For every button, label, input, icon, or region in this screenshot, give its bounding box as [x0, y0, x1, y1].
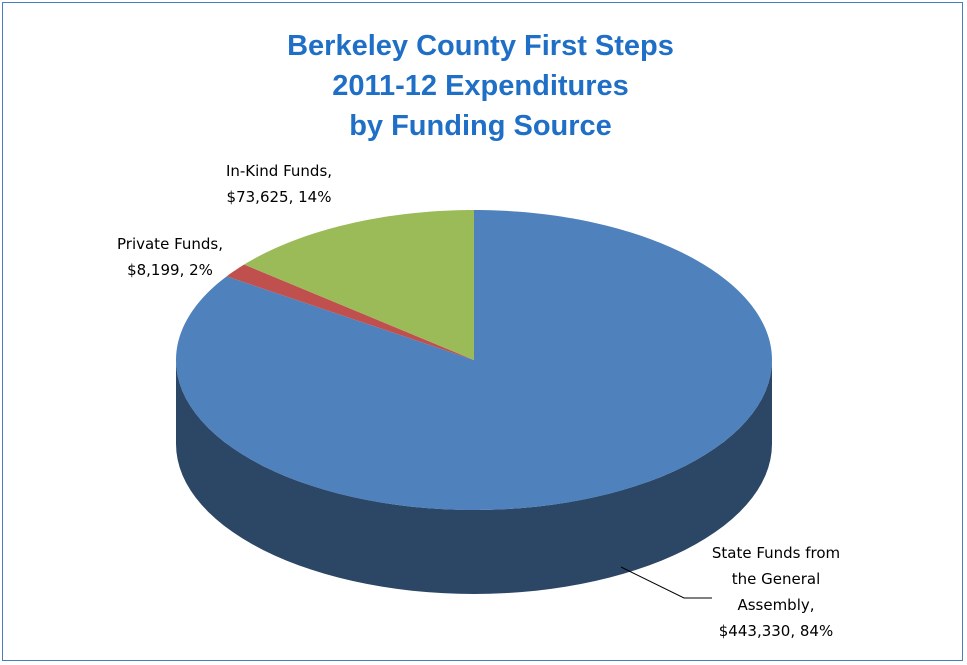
label-in-kind-funds-line: In-Kind Funds,: [226, 162, 332, 180]
pie-slice-in-kind-funds: [244, 210, 474, 360]
label-private-funds: Private Funds, $8,199, 2%: [117, 235, 223, 279]
label-in-kind-funds-line: $73,625, 14%: [227, 188, 332, 206]
label-state-funds-line: $443,330, 84%: [719, 622, 833, 640]
label-private-funds-line: $8,199, 2%: [127, 261, 213, 279]
label-state-funds-line: State Funds from: [712, 544, 840, 562]
label-leaders: [620, 566, 712, 599]
pie-side-state-funds: [176, 360, 772, 594]
chart-title-line-3: by Funding Source: [349, 110, 612, 142]
pie-sides: [176, 360, 772, 594]
pie-slice-private-funds: [226, 264, 474, 360]
label-state-funds: State Funds from the General Assembly, $443…: [712, 544, 840, 640]
label-state-funds-line: the General: [732, 570, 821, 588]
pie-tops: [176, 210, 772, 510]
slice-labels: State Funds from the General Assembly, $443…: [117, 162, 840, 640]
chart-title-line-2: 2011-12 Expenditures: [332, 70, 629, 102]
pie-slice-state-funds: [176, 210, 772, 510]
label-private-funds-line: Private Funds,: [117, 235, 223, 253]
state-funds-leader-line: [620, 566, 712, 599]
label-in-kind-funds: In-Kind Funds, $73,625, 14%: [226, 162, 332, 206]
chart-title-line-1: Berkeley County First Steps: [287, 30, 674, 62]
label-state-funds-line: Assembly,: [737, 596, 814, 614]
chart-title: Berkeley County First Steps 2011-12 Expe…: [0, 26, 961, 146]
